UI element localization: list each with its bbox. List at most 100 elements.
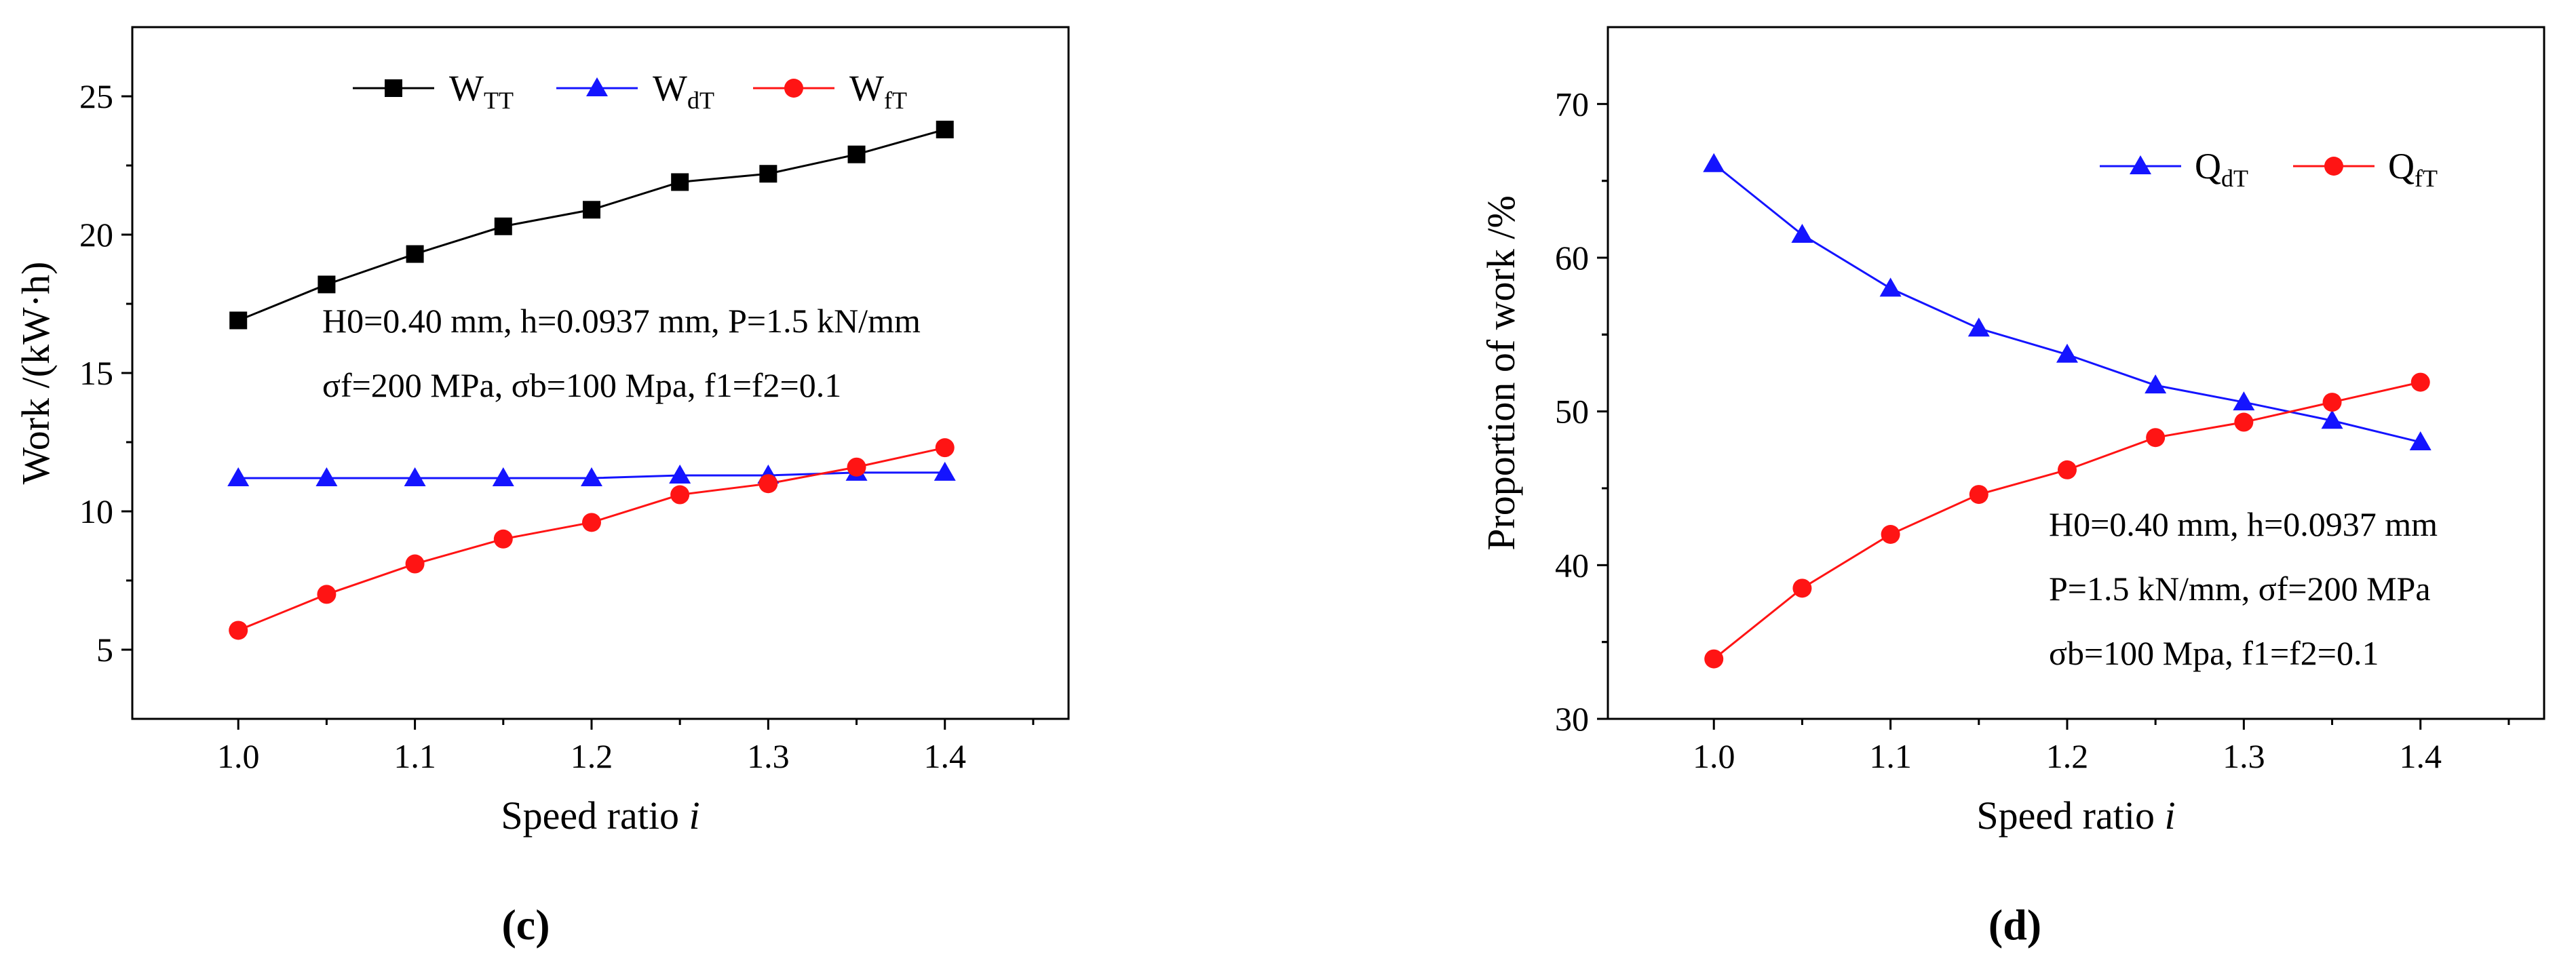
data-point-c-wft bbox=[493, 529, 513, 549]
data-point-c-wft bbox=[405, 554, 425, 574]
svg-text:Speed ratio i: Speed ratio i bbox=[501, 793, 699, 838]
data-point-d-qft bbox=[1704, 649, 1724, 669]
legend-entry-wtt: WTT bbox=[353, 68, 514, 114]
data-point-d-qft bbox=[1969, 485, 1988, 505]
legend-wft-label: W bbox=[849, 68, 884, 109]
x-tick-label-d: 1.1 bbox=[1869, 737, 1912, 775]
y-tick-label-d: 60 bbox=[1555, 239, 1589, 277]
x-tick-label-c: 1.0 bbox=[217, 737, 260, 775]
data-point-d-qdt bbox=[2233, 391, 2255, 411]
legend-wdt-sub: dT bbox=[687, 87, 714, 114]
svg-text:WTT: WTT bbox=[449, 68, 514, 114]
data-point-c-wtt bbox=[582, 201, 600, 219]
y-tick-label-c: 10 bbox=[79, 492, 113, 530]
x-axis-title-c: Speed ratio bbox=[501, 793, 689, 838]
y-tick-label-d: 50 bbox=[1555, 393, 1589, 431]
annotation-d: H0=0.40 mm, h=0.0937 mm P=1.5 kN/mm, σf=… bbox=[2049, 505, 2438, 672]
y-tick-label-c: 5 bbox=[96, 631, 113, 669]
legend-wdt-label: W bbox=[653, 68, 687, 109]
data-point-d-qdt bbox=[1703, 153, 1725, 172]
y-tick-label-c: 25 bbox=[79, 77, 113, 115]
panel-d: 1.0 1.1 1.2 1.3 1.4 30 40 50 60 70 QdT QfT H0=0.4… bbox=[1479, 26, 2545, 949]
legend-marker-wdt bbox=[586, 77, 608, 96]
y-tick-label-d: 30 bbox=[1555, 700, 1589, 738]
annotation-d-line2: P=1.5 kN/mm, σf=200 MPa bbox=[2049, 570, 2431, 608]
x-tick-label-c: 1.3 bbox=[747, 737, 790, 775]
legend-entry-qdt: QdT bbox=[2100, 146, 2248, 192]
data-point-d-qft bbox=[1792, 578, 1812, 598]
legend-qft-sub: fT bbox=[2415, 165, 2438, 192]
svg-text:QfT: QfT bbox=[2388, 146, 2438, 192]
data-point-d-qdt bbox=[2409, 431, 2431, 450]
x-tick-label-d: 1.4 bbox=[2399, 737, 2442, 775]
data-point-c-wdt bbox=[315, 467, 338, 487]
data-point-c-wtt bbox=[847, 145, 866, 163]
legend-entry-wft: WfT bbox=[753, 68, 907, 114]
x-tick-label-c: 1.4 bbox=[923, 737, 966, 775]
legend-marker-wft bbox=[784, 79, 803, 98]
axis-ticks-c: 1.0 1.1 1.2 1.3 1.4 5 10 15 20 25 bbox=[79, 77, 1035, 775]
data-point-d-qft bbox=[1881, 525, 1900, 544]
x-tick-label-d: 1.3 bbox=[2223, 737, 2265, 775]
data-point-d-qdt bbox=[1879, 277, 1902, 297]
x-tick-label-c: 1.2 bbox=[571, 737, 613, 775]
series-markers-c bbox=[227, 120, 956, 640]
data-point-c-wft bbox=[229, 621, 248, 640]
data-point-d-qdt bbox=[2321, 410, 2343, 429]
data-point-c-wdt bbox=[934, 461, 956, 481]
data-point-d-qft bbox=[2146, 428, 2166, 448]
data-point-d-qdt bbox=[1791, 224, 1813, 243]
svg-text:Speed ratio i: Speed ratio i bbox=[1976, 793, 2175, 838]
series-line-c-wtt bbox=[237, 128, 946, 321]
x-axis-var-d: i bbox=[2164, 793, 2175, 838]
annotation-c: H0=0.40 mm, h=0.0937 mm, P=1.5 kN/mm σf=… bbox=[322, 302, 921, 404]
legend-marker-wtt bbox=[385, 79, 402, 97]
panel-label-c: (c) bbox=[501, 901, 550, 949]
data-point-d-qdt bbox=[2056, 343, 2078, 363]
data-point-c-wdt bbox=[227, 467, 250, 487]
legend-qft-label: Q bbox=[2388, 146, 2415, 186]
data-point-c-wft bbox=[581, 513, 601, 532]
legend-wtt-sub: TT bbox=[484, 87, 514, 114]
data-point-c-wft bbox=[670, 485, 690, 505]
legend-c: WTT WdT WfT bbox=[353, 68, 907, 114]
data-point-c-wtt bbox=[671, 173, 689, 191]
y-tick-label-d: 40 bbox=[1555, 546, 1589, 584]
data-point-c-wtt bbox=[406, 245, 424, 263]
y-tick-label-c: 20 bbox=[79, 216, 113, 254]
legend-d: QdT QfT bbox=[2100, 146, 2438, 192]
series-markers-d bbox=[1703, 153, 2431, 669]
data-point-d-qdt bbox=[2145, 374, 2167, 394]
legend-qdt-label: Q bbox=[2195, 146, 2221, 186]
data-point-c-wft bbox=[758, 474, 778, 494]
data-point-c-wtt bbox=[318, 275, 336, 294]
svg-text:WdT: WdT bbox=[653, 68, 714, 114]
data-point-d-qft bbox=[2234, 412, 2254, 432]
data-point-c-wft bbox=[935, 438, 955, 458]
x-tick-label-c: 1.1 bbox=[393, 737, 436, 775]
data-point-c-wdt bbox=[492, 467, 514, 487]
panel-label-d: (d) bbox=[1988, 901, 2041, 949]
data-point-c-wdt bbox=[669, 464, 691, 484]
svg-text:WfT: WfT bbox=[849, 68, 907, 114]
x-tick-label-d: 1.0 bbox=[1693, 737, 1735, 775]
annotation-d-line3: σb=100 Mpa, f1=f2=0.1 bbox=[2049, 634, 2379, 672]
x-axis-title-d: Speed ratio bbox=[1976, 793, 2164, 838]
svg-text:QdT: QdT bbox=[2195, 146, 2248, 192]
series-line-d-qdt bbox=[1713, 163, 2421, 444]
annotation-d-line1: H0=0.40 mm, h=0.0937 mm bbox=[2049, 505, 2438, 543]
legend-wft-sub: fT bbox=[884, 87, 907, 114]
data-point-c-wtt bbox=[229, 311, 248, 330]
plot-frame-d bbox=[1607, 26, 2545, 720]
data-point-c-wtt bbox=[494, 217, 512, 235]
legend-qdt-sub: dT bbox=[2221, 165, 2248, 192]
legend-entry-wdt: WdT bbox=[556, 68, 714, 114]
annotation-c-line1: H0=0.40 mm, h=0.0937 mm, P=1.5 kN/mm bbox=[322, 302, 921, 340]
data-point-d-qft bbox=[2410, 372, 2430, 392]
data-point-c-wtt bbox=[936, 120, 954, 138]
data-point-c-wdt bbox=[404, 467, 426, 487]
legend-marker-qdt bbox=[2130, 155, 2151, 174]
data-point-c-wft bbox=[847, 457, 866, 477]
